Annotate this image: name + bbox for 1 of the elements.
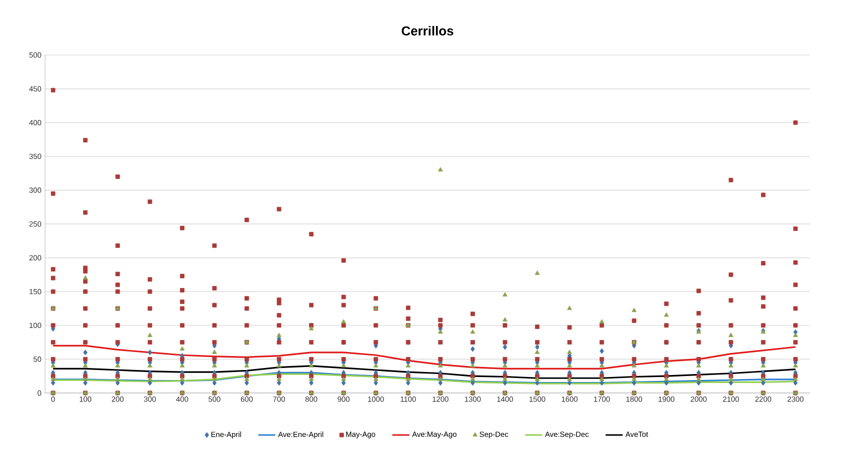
chart-title: Cerrillos [402, 26, 454, 36]
